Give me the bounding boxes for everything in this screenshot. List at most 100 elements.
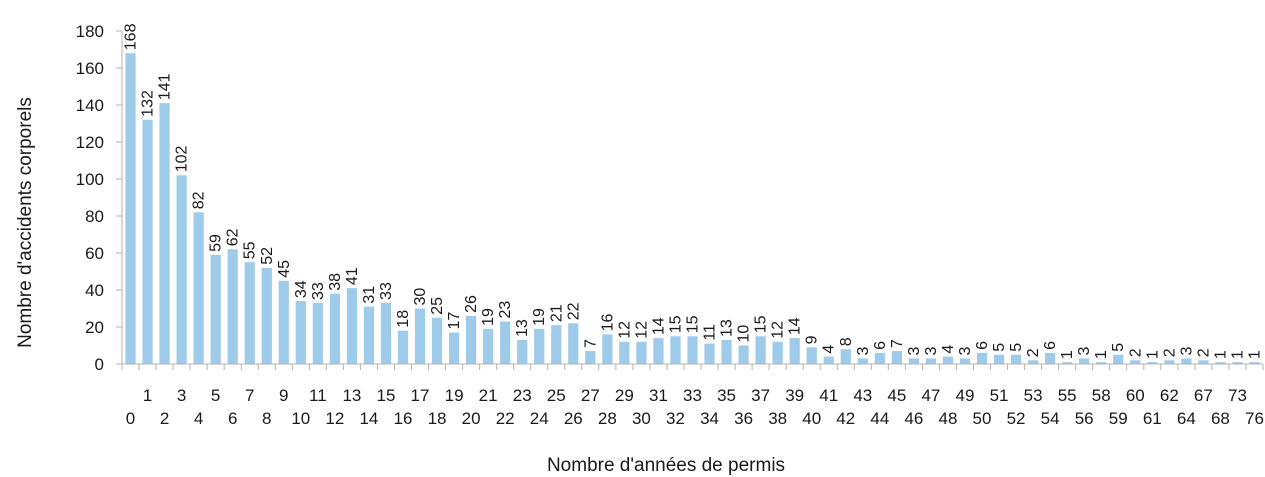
x-tick-label: 40 bbox=[802, 409, 821, 428]
x-tick-label: 31 bbox=[649, 386, 668, 405]
x-tick-label: 53 bbox=[1024, 386, 1043, 405]
bar bbox=[397, 330, 409, 364]
data-label: 3 bbox=[1076, 346, 1093, 355]
x-tick-label: 24 bbox=[530, 409, 549, 428]
data-label: 4 bbox=[940, 345, 957, 354]
x-tick-label: 6 bbox=[228, 409, 237, 428]
data-label: 12 bbox=[770, 321, 787, 339]
bar bbox=[244, 262, 255, 364]
x-tick-label: 56 bbox=[1075, 409, 1094, 428]
x-tick-label: 64 bbox=[1177, 409, 1196, 428]
x-tick-label: 35 bbox=[717, 386, 736, 405]
bar bbox=[466, 315, 477, 364]
y-tick-label: 180 bbox=[76, 22, 104, 41]
y-tick-label: 0 bbox=[95, 355, 104, 374]
data-label: 141 bbox=[157, 73, 174, 100]
data-label: 168 bbox=[123, 23, 140, 50]
bar bbox=[721, 339, 732, 364]
x-axis-ticks: 0123456789101112131415161718192021222324… bbox=[121, 364, 1264, 428]
x-tick-label: 50 bbox=[973, 409, 992, 428]
x-tick-label: 44 bbox=[870, 409, 889, 428]
bar bbox=[1079, 358, 1090, 364]
data-label: 14 bbox=[650, 317, 667, 335]
data-label: 1 bbox=[1212, 350, 1229, 359]
data-label: 2 bbox=[1025, 348, 1042, 357]
y-tick-label: 120 bbox=[76, 133, 104, 152]
bar bbox=[687, 336, 698, 364]
x-tick-label: 67 bbox=[1194, 386, 1213, 405]
x-tick-label: 45 bbox=[887, 386, 906, 405]
data-label: 1 bbox=[1246, 350, 1263, 359]
bar bbox=[959, 358, 971, 364]
data-label: 11 bbox=[702, 324, 719, 341]
x-tick-label: 16 bbox=[394, 409, 413, 428]
bar bbox=[1027, 360, 1039, 364]
x-tick-label: 30 bbox=[632, 409, 651, 428]
data-label: 15 bbox=[753, 315, 770, 333]
x-tick-label: 62 bbox=[1160, 386, 1179, 405]
bar bbox=[380, 302, 392, 364]
data-label: 8 bbox=[838, 337, 855, 346]
data-label: 19 bbox=[531, 308, 548, 326]
bar bbox=[585, 351, 596, 364]
data-label: 15 bbox=[667, 315, 684, 333]
bar bbox=[227, 249, 238, 364]
bar bbox=[568, 323, 579, 364]
bar bbox=[295, 301, 306, 364]
bar bbox=[1113, 354, 1124, 364]
data-label: 6 bbox=[1042, 341, 1059, 350]
bar bbox=[125, 53, 136, 364]
data-label: 2 bbox=[1127, 348, 1144, 357]
bar bbox=[653, 338, 664, 364]
y-tick-label: 140 bbox=[76, 96, 104, 115]
y-axis-ticks: 0 20 40 60 80 100 120 140 160 180 bbox=[76, 22, 122, 374]
bar bbox=[857, 358, 868, 364]
x-tick-label: 14 bbox=[359, 409, 378, 428]
data-label: 7 bbox=[889, 339, 906, 348]
data-label: 14 bbox=[787, 317, 804, 335]
bar bbox=[176, 175, 187, 364]
data-label: 12 bbox=[633, 321, 650, 339]
bar bbox=[1147, 362, 1158, 364]
x-tick-label: 49 bbox=[956, 386, 975, 405]
bar bbox=[789, 338, 800, 364]
bar bbox=[602, 334, 613, 364]
bar bbox=[738, 345, 749, 364]
bar bbox=[619, 341, 630, 364]
bar bbox=[1249, 362, 1260, 364]
y-tick-label: 20 bbox=[85, 318, 104, 337]
data-label: 2 bbox=[1161, 348, 1178, 357]
x-tick-label: 26 bbox=[564, 409, 583, 428]
bars bbox=[125, 53, 1260, 365]
data-label: 16 bbox=[599, 314, 616, 332]
x-tick-label: 52 bbox=[1007, 409, 1026, 428]
x-tick-label: 9 bbox=[279, 386, 288, 405]
data-label: 10 bbox=[736, 325, 753, 343]
bar bbox=[414, 308, 426, 364]
x-tick-label: 68 bbox=[1211, 409, 1230, 428]
x-tick-label: 43 bbox=[853, 386, 872, 405]
bar bbox=[159, 103, 170, 365]
x-tick-label: 48 bbox=[938, 409, 957, 428]
x-tick-label: 19 bbox=[445, 386, 464, 405]
data-label: 17 bbox=[446, 312, 463, 330]
bar bbox=[993, 354, 1005, 364]
data-label: 5 bbox=[1008, 343, 1025, 352]
x-tick-label: 47 bbox=[921, 386, 940, 405]
bar bbox=[772, 341, 783, 364]
x-tick-label: 11 bbox=[309, 386, 327, 405]
data-label: 7 bbox=[582, 339, 599, 348]
data-label: 31 bbox=[361, 286, 378, 304]
bar bbox=[210, 254, 221, 364]
x-tick-label: 21 bbox=[479, 386, 498, 405]
data-label: 3 bbox=[957, 346, 974, 355]
bar bbox=[976, 352, 988, 364]
x-tick-label: 59 bbox=[1109, 409, 1128, 428]
bar bbox=[636, 341, 647, 364]
x-tick-label: 76 bbox=[1245, 409, 1264, 428]
data-label: 3 bbox=[1178, 346, 1195, 355]
x-tick-label: 17 bbox=[411, 386, 430, 405]
x-tick-label: 51 bbox=[990, 386, 1009, 405]
bar bbox=[925, 358, 937, 364]
data-label: 55 bbox=[242, 241, 259, 259]
